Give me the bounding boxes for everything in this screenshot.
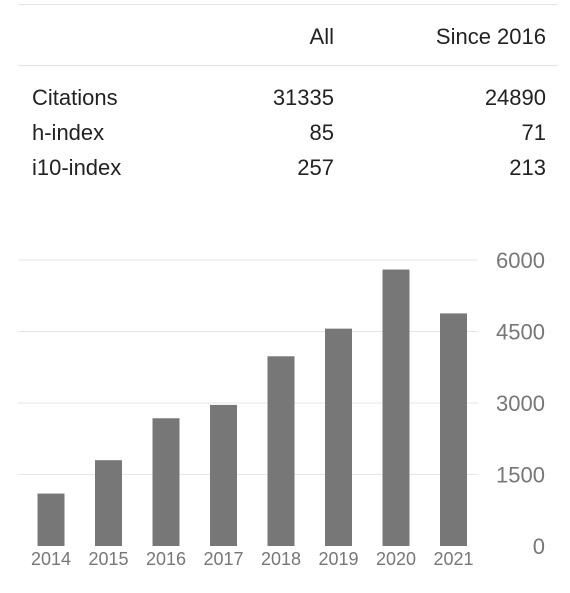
bar-2020[interactable] (382, 269, 410, 546)
bar-2021[interactable] (440, 313, 467, 546)
row-label-h-index: h-index (32, 120, 105, 145)
column-header-all: All (309, 24, 334, 49)
i10-index-all-value: 257 (297, 155, 334, 180)
x-tick-label-2019: 2019 (318, 549, 358, 569)
y-tick-label: 0 (533, 534, 545, 559)
h-index-since-value: 71 (521, 120, 546, 145)
bar-2014[interactable] (37, 493, 65, 546)
bar-2016[interactable] (152, 418, 180, 546)
bar-2017[interactable] (210, 404, 237, 546)
y-tick-label: 4500 (496, 320, 545, 345)
h-index-all-value: 85 (309, 120, 334, 145)
x-tick-label-2021: 2021 (433, 549, 473, 569)
y-tick-label: 6000 (496, 248, 545, 273)
x-tick-label-2014: 2014 (31, 549, 71, 569)
row-label-citations: Citations (32, 85, 118, 110)
citations-since-value: 24890 (484, 85, 546, 110)
i10-index-since-value: 213 (509, 155, 546, 180)
citations-all-value: 31335 (272, 85, 334, 110)
y-tick-label: 1500 (496, 463, 545, 488)
y-tick-label: 3000 (496, 391, 545, 416)
citations-bar-chart-svg: 2014 2015 2016 2017 2018 2019 2020 2021 0 1500 30… (18, 248, 545, 569)
chart-x-tick-labels: 2014 2015 2016 2017 2018 2019 2020 2021 (31, 549, 474, 569)
chart-bars (37, 269, 467, 546)
row-label-i10-index: i10-index (32, 155, 122, 180)
table-header-divider (18, 65, 558, 66)
x-tick-label-2020: 2020 (376, 549, 416, 569)
column-header-since-2016: Since 2016 (435, 24, 546, 49)
bar-2019[interactable] (325, 328, 352, 546)
citations-per-year-chart: 2014 2015 2016 2017 2018 2019 2020 2021 0 1500 30… (0, 230, 570, 588)
x-tick-label-2015: 2015 (88, 549, 128, 569)
x-tick-label-2016: 2016 (146, 549, 186, 569)
table-top-divider (18, 4, 558, 5)
chart-y-tick-labels: 0 1500 3000 4500 6000 (496, 248, 545, 559)
bar-2018[interactable] (267, 356, 295, 546)
x-tick-label-2018: 2018 (261, 549, 301, 569)
x-tick-label-2017: 2017 (203, 549, 243, 569)
bar-2015[interactable] (95, 460, 122, 546)
